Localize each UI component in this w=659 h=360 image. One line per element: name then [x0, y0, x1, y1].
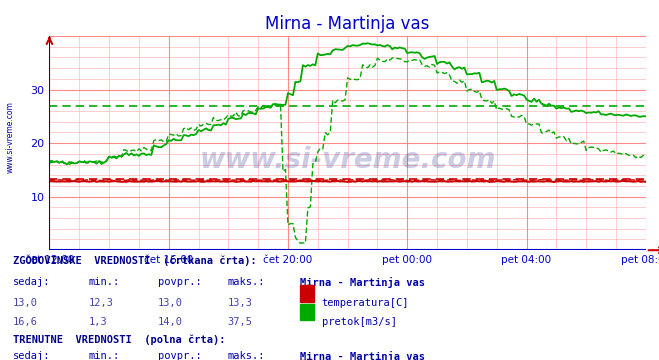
Text: povpr.:: povpr.: [158, 277, 202, 287]
Text: sedaj:: sedaj: [13, 351, 51, 360]
Text: TRENUTNE  VREDNOSTI  (polna črta):: TRENUTNE VREDNOSTI (polna črta): [13, 334, 225, 345]
Text: Mirna - Martinja vas: Mirna - Martinja vas [300, 351, 425, 360]
Text: pretok[m3/s]: pretok[m3/s] [322, 317, 397, 327]
Bar [300, 285, 314, 302]
Title: Mirna - Martinja vas: Mirna - Martinja vas [266, 15, 430, 33]
Text: 37,5: 37,5 [227, 317, 252, 327]
Text: maks.:: maks.: [227, 277, 265, 287]
Text: www.si-vreme.com: www.si-vreme.com [200, 146, 496, 174]
Text: sedaj:: sedaj: [13, 277, 51, 287]
Text: maks.:: maks.: [227, 351, 265, 360]
Text: min.:: min.: [89, 277, 120, 287]
Text: 13,0: 13,0 [158, 298, 183, 309]
Text: min.:: min.: [89, 351, 120, 360]
Text: temperatura[C]: temperatura[C] [322, 298, 409, 309]
Text: 12,3: 12,3 [89, 298, 114, 309]
Text: povpr.:: povpr.: [158, 351, 202, 360]
Bar [300, 304, 314, 320]
Text: ZGODOVINSKE  VREDNOSTI  (črtkana črta):: ZGODOVINSKE VREDNOSTI (črtkana črta): [13, 255, 257, 266]
Text: 1,3: 1,3 [89, 317, 107, 327]
Text: www.si-vreme.com: www.si-vreme.com [5, 101, 14, 173]
Text: 13,3: 13,3 [227, 298, 252, 309]
Text: 16,6: 16,6 [13, 317, 38, 327]
Text: Mirna - Martinja vas: Mirna - Martinja vas [300, 277, 425, 288]
Text: 13,0: 13,0 [13, 298, 38, 309]
Text: 14,0: 14,0 [158, 317, 183, 327]
